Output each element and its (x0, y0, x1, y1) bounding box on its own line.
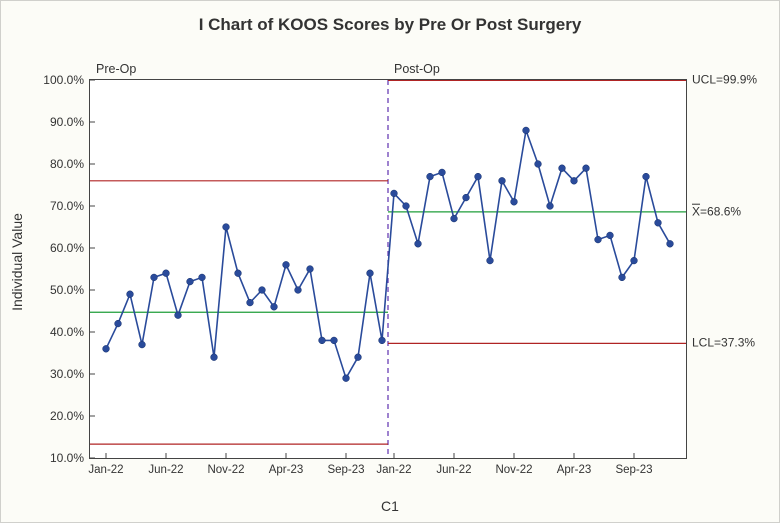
x-tick-label: Jan-22 (376, 464, 411, 476)
x-tick-label: Jun-22 (436, 464, 471, 476)
stage-label: Pre-Op (96, 62, 136, 76)
data-point (331, 337, 338, 344)
data-point (319, 337, 326, 344)
plot-svg (90, 80, 686, 458)
x-tick-label: Nov-22 (207, 464, 244, 476)
data-point (151, 274, 158, 281)
data-point (643, 173, 650, 180)
data-point (607, 232, 614, 239)
y-tick-label: 70.0% (50, 199, 84, 213)
data-point (631, 257, 638, 264)
data-point (391, 190, 398, 197)
data-point (523, 127, 530, 134)
data-point (259, 287, 266, 294)
y-tick-label: 60.0% (50, 241, 84, 255)
data-point (295, 287, 302, 294)
data-point (367, 270, 374, 277)
y-tick-label: 80.0% (50, 157, 84, 171)
data-point (307, 266, 314, 273)
x-tick-label: Apr-23 (557, 464, 592, 476)
data-point (499, 177, 506, 184)
y-tick-label: 10.0% (50, 451, 84, 465)
data-point (355, 354, 362, 361)
data-point (223, 224, 230, 231)
x-tick-label: Jun-22 (148, 464, 183, 476)
chart-title: I Chart of KOOS Scores by Pre Or Post Su… (1, 1, 779, 35)
data-point (475, 173, 482, 180)
data-point (583, 165, 590, 172)
data-point (139, 341, 146, 348)
data-point (547, 203, 554, 210)
data-point (199, 274, 206, 281)
data-point (487, 257, 494, 264)
data-point (571, 177, 578, 184)
data-point (247, 299, 254, 306)
reference-label: UCL=99.9% (692, 74, 757, 87)
data-point (535, 161, 542, 168)
data-point (511, 198, 518, 205)
data-point (655, 219, 662, 226)
data-point (559, 165, 566, 172)
data-point (103, 345, 110, 352)
y-tick-label: 40.0% (50, 325, 84, 339)
chart-frame: I Chart of KOOS Scores by Pre Or Post Su… (0, 0, 780, 523)
data-point (115, 320, 122, 327)
data-point (403, 203, 410, 210)
y-tick-label: 100.0% (43, 73, 84, 87)
data-point (343, 375, 350, 382)
stage-label: Post-Op (394, 62, 440, 76)
data-point (127, 291, 134, 298)
y-tick-label: 50.0% (50, 283, 84, 297)
plot-area: 10.0%20.0%30.0%40.0%50.0%60.0%70.0%80.0%… (89, 79, 687, 459)
data-point (283, 261, 290, 268)
x-tick-label: Sep-23 (327, 464, 364, 476)
x-tick-label: Sep-23 (615, 464, 652, 476)
data-point (175, 312, 182, 319)
data-point (451, 215, 458, 222)
data-point (595, 236, 602, 243)
data-point (235, 270, 242, 277)
reference-label: LCL=37.3% (692, 337, 755, 350)
data-point (379, 337, 386, 344)
data-point (667, 240, 674, 247)
data-point (163, 270, 170, 277)
x-tick-label: Nov-22 (495, 464, 532, 476)
y-tick-label: 90.0% (50, 115, 84, 129)
x-axis-label: C1 (381, 498, 399, 514)
data-point (427, 173, 434, 180)
data-point (619, 274, 626, 281)
data-point (187, 278, 194, 285)
reference-label: X=68.6% (692, 206, 741, 219)
data-point (271, 303, 278, 310)
data-point (415, 240, 422, 247)
y-axis-label: Individual Value (9, 213, 25, 311)
data-point (439, 169, 446, 176)
x-tick-label: Jan-22 (88, 464, 123, 476)
y-tick-label: 20.0% (50, 409, 84, 423)
y-tick-label: 30.0% (50, 367, 84, 381)
data-point (211, 354, 218, 361)
data-point (463, 194, 470, 201)
x-tick-label: Apr-23 (269, 464, 304, 476)
